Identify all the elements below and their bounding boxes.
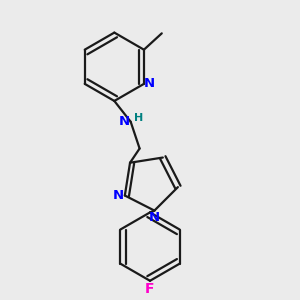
- Text: H: H: [134, 113, 144, 123]
- Text: N: N: [113, 189, 124, 202]
- Text: F: F: [145, 282, 155, 296]
- Text: N: N: [118, 115, 130, 128]
- Text: N: N: [149, 211, 160, 224]
- Text: N: N: [144, 77, 155, 90]
